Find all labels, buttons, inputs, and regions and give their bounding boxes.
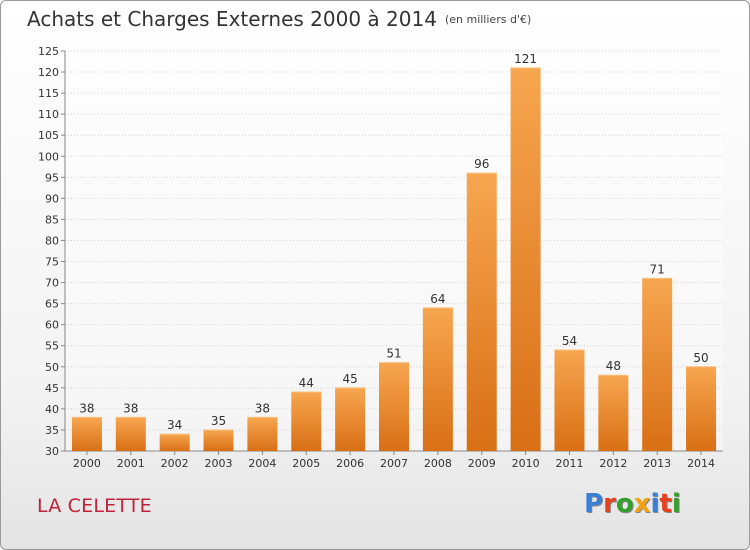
bar [510,67,541,451]
y-tick-label: 115 [38,87,59,100]
logo-letter: r [603,489,616,519]
commune-name: LA CELETTE [37,495,152,517]
data-label: 121 [514,52,537,66]
logo-letter: x [633,489,651,519]
chart-title: Achats et Charges Externes 2000 à 2014 (e… [27,7,531,31]
y-tick-label: 105 [38,129,59,142]
y-tick-label: 125 [38,45,59,58]
data-label: 64 [430,292,445,306]
logo-letter: P [584,489,604,519]
x-tick-label: 2001 [117,457,145,470]
bar [335,387,366,451]
bar [686,366,717,451]
data-label: 35 [211,414,226,428]
x-tick-label: 2003 [205,457,233,470]
y-tick-label: 75 [45,256,59,269]
data-label: 71 [650,262,665,276]
y-tick-label: 95 [45,171,59,184]
y-tick-label: 60 [45,319,59,332]
bar [71,417,102,451]
data-label: 48 [606,359,621,373]
data-label: 54 [562,334,577,348]
chart-title-text: Achats et Charges Externes 2000 à 2014 [27,7,437,31]
data-label: 45 [342,372,357,386]
y-tick-label: 35 [45,424,59,437]
x-tick-label: 2014 [687,457,715,470]
data-label: 38 [79,401,94,415]
data-label: 50 [693,351,708,365]
bar [159,434,190,451]
bar [247,417,278,451]
proxiti-logo[interactable]: Proxiti [584,489,681,519]
y-tick-label: 30 [45,445,59,458]
y-tick-label: 100 [38,150,59,163]
y-tick-label: 45 [45,382,59,395]
logo-letter: i [671,489,681,519]
x-tick-label: 2012 [599,457,627,470]
x-tick-label: 2010 [512,457,540,470]
y-tick-label: 85 [45,213,59,226]
y-tick-label: 65 [45,298,59,311]
data-label: 38 [123,401,138,415]
bar [203,429,234,451]
x-tick-label: 2006 [336,457,364,470]
data-label: 38 [255,401,270,415]
y-tick-label: 70 [45,277,59,290]
x-tick-label: 2008 [424,457,452,470]
bar [422,307,453,451]
x-tick-label: 2005 [292,457,320,470]
bar [642,278,673,451]
y-tick-label: 120 [38,66,59,79]
bar [379,362,409,451]
bar [554,349,585,451]
x-tick-label: 2013 [643,457,671,470]
x-tick-label: 2002 [161,457,189,470]
x-tick-label: 2000 [73,457,101,470]
chart-unit: (en milliers d'€) [444,13,532,26]
x-tick-label: 2009 [468,457,496,470]
x-tick-label: 2004 [248,457,276,470]
y-tick-label: 55 [45,340,59,353]
data-label: 34 [167,418,182,432]
bar [598,375,629,451]
data-label: 96 [474,157,489,171]
y-tick-label: 40 [45,403,59,416]
data-label: 44 [299,376,314,390]
bar [291,392,322,451]
logo-letter: i [650,489,660,519]
bar [115,417,146,451]
y-tick-label: 110 [38,108,59,121]
y-tick-label: 90 [45,192,59,205]
y-tick-label: 80 [45,234,59,247]
bar [466,173,497,451]
x-tick-label: 2011 [555,457,583,470]
x-tick-label: 2007 [380,457,408,470]
y-tick-label: 50 [45,361,59,374]
logo-letter: o [615,489,634,519]
logo-letter: t [659,489,672,519]
data-label: 51 [386,347,401,361]
